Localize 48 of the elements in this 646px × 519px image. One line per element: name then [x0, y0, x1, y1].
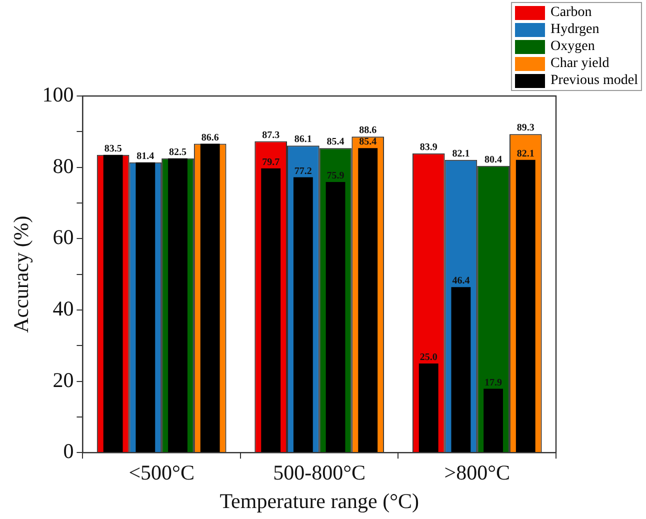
x-axis-title: Temperature range (°C)	[220, 488, 420, 513]
data-label: 82.1	[452, 148, 470, 160]
bar	[451, 287, 471, 452]
bar	[358, 148, 378, 452]
bar	[200, 144, 220, 452]
y-tick-label: 40	[52, 296, 74, 320]
bar	[418, 363, 438, 452]
data-label: 79.7	[262, 156, 280, 168]
data-label: 86.1	[294, 134, 312, 146]
data-label: 83.9	[420, 142, 438, 153]
bar	[293, 177, 313, 452]
bar	[326, 182, 346, 452]
y-tick-label: 0	[63, 439, 74, 464]
y-axis-title: Accuracy (%)	[9, 216, 34, 333]
legend-label: Char yield	[550, 56, 610, 72]
data-label: 75.9	[326, 170, 344, 182]
bar	[136, 162, 156, 452]
data-label: 85.4	[359, 136, 377, 148]
bar	[261, 168, 281, 452]
bar	[103, 154, 123, 452]
data-label: 83.5	[104, 143, 122, 154]
y-tick-label: 80	[52, 154, 74, 178]
data-label: 77.2	[294, 166, 312, 177]
y-tick-label: 100	[42, 82, 74, 107]
data-label: 25.0	[420, 352, 438, 364]
bar	[168, 158, 188, 452]
data-label: 17.9	[484, 377, 502, 388]
data-label: 46.4	[452, 276, 470, 287]
legend-label: Hydrgen	[550, 22, 600, 38]
data-label: 89.3	[516, 122, 534, 134]
data-label: 82.5	[169, 146, 187, 158]
y-tick-label: 60	[52, 225, 74, 250]
y-tick-label: 20	[52, 368, 74, 392]
data-label: 80.4	[484, 154, 502, 166]
data-label: 81.4	[136, 150, 154, 162]
data-label: 82.1	[516, 148, 534, 160]
data-label: 85.4	[326, 136, 344, 148]
bar	[516, 160, 536, 452]
legend-label: Carbon	[550, 4, 592, 20]
legend-label: Previous model	[550, 72, 638, 88]
data-label: 88.6	[359, 125, 377, 136]
bar	[484, 388, 503, 452]
data-label: 87.3	[262, 130, 280, 141]
data-label: 86.6	[201, 132, 219, 144]
x-tick-label: >800°C	[444, 460, 510, 485]
x-tick-label: 500-800°C	[273, 460, 366, 485]
legend-label: Oxygen	[550, 38, 595, 54]
x-tick-label: <500°C	[128, 460, 194, 485]
